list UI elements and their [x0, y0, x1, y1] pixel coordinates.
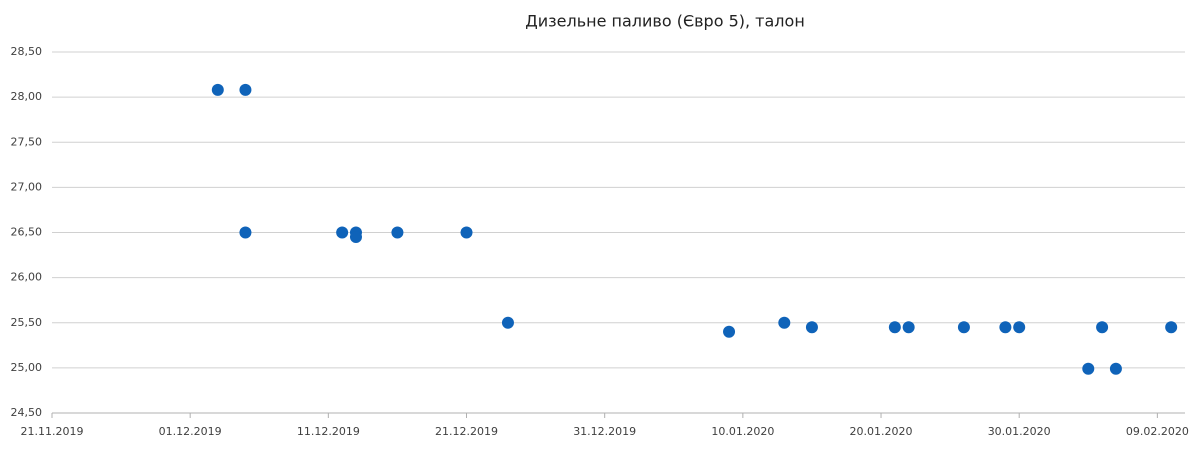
- point: [501, 316, 514, 329]
- y-tick-label: 24,50: [11, 406, 43, 419]
- x-tick-label: 20.01.2020: [850, 425, 913, 438]
- point: [957, 321, 970, 334]
- point: [778, 316, 791, 329]
- point: [1013, 321, 1026, 334]
- point: [349, 231, 362, 244]
- point: [805, 321, 818, 334]
- x-tick-label: 01.12.2019: [159, 425, 222, 438]
- x-tick-label: 31.12.2019: [573, 425, 636, 438]
- x-tick-label: 21.11.2019: [21, 425, 84, 438]
- point: [211, 83, 224, 96]
- x-tick-label: 21.12.2019: [435, 425, 498, 438]
- y-tick-label: 28,00: [11, 90, 43, 103]
- x-tick-label: 11.12.2019: [297, 425, 360, 438]
- y-tick-label: 26,50: [11, 226, 43, 239]
- y-tick-label: 26,00: [11, 271, 43, 284]
- point: [239, 226, 252, 239]
- y-tick-label: 28,50: [11, 45, 43, 58]
- point: [336, 226, 349, 239]
- point: [391, 226, 404, 239]
- y-tick-label: 25,50: [11, 316, 43, 329]
- point: [239, 83, 252, 96]
- point: [888, 321, 901, 334]
- point: [1096, 321, 1109, 334]
- y-tick-label: 27,00: [11, 180, 43, 193]
- point: [460, 226, 473, 239]
- y-tick-label: 27,50: [11, 135, 43, 148]
- point: [902, 321, 915, 334]
- y-tick-label: 25,00: [11, 361, 43, 374]
- x-tick-label: 10.01.2020: [711, 425, 774, 438]
- x-tick-label: 30.01.2020: [988, 425, 1051, 438]
- point: [1082, 362, 1095, 375]
- point: [723, 325, 736, 338]
- point: [1109, 362, 1122, 375]
- point: [1165, 321, 1178, 334]
- x-tick-label: 09.02.2020: [1126, 425, 1189, 438]
- chart-title: Дизельне паливо (Євро 5), талон: [525, 12, 805, 31]
- point: [999, 321, 1012, 334]
